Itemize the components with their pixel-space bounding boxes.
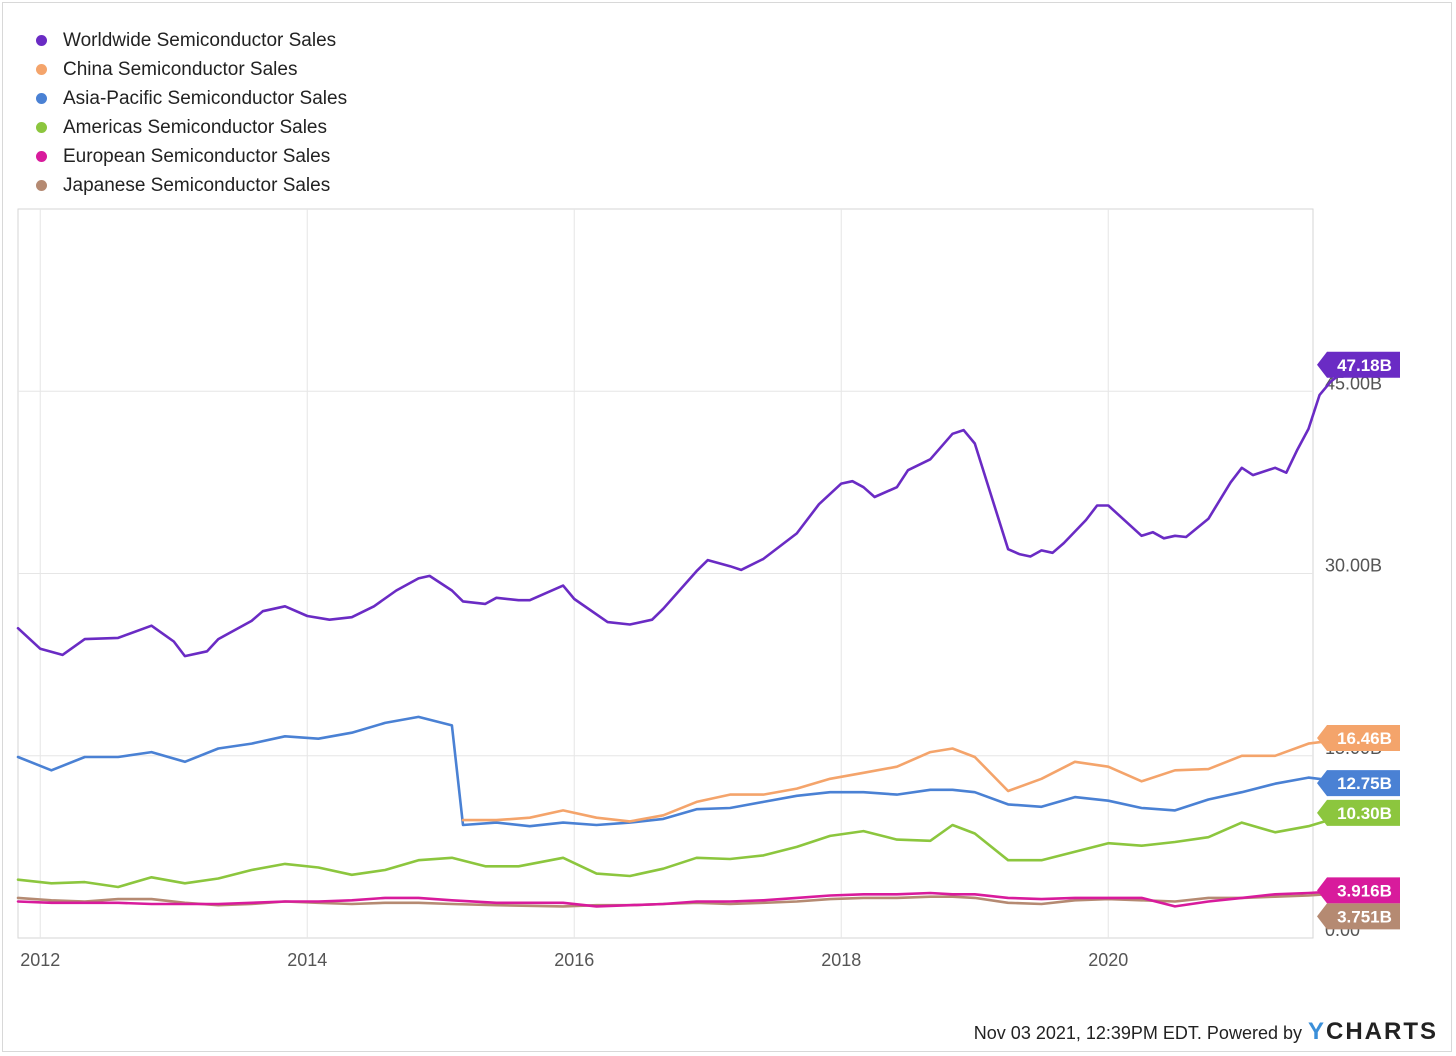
value-flag-label: 47.18B [1337, 356, 1392, 375]
legend-label: China Semiconductor Sales [63, 58, 298, 80]
legend-label: European Semiconductor Sales [63, 145, 331, 167]
legend-label: Americas Semiconductor Sales [63, 116, 327, 138]
series-line [461, 736, 1355, 823]
value-flag-label: 3.916B [1337, 881, 1392, 900]
series-line [16, 889, 1355, 908]
legend: Worldwide Semiconductor Sales China Semic… [36, 26, 347, 200]
x-tick-label: 2012 [20, 950, 60, 970]
x-tick-label: 2016 [554, 950, 594, 970]
value-flag [1317, 725, 1400, 752]
y-tick-label: 45.00B [1325, 373, 1382, 393]
x-tick-label: 2018 [821, 950, 861, 970]
legend-marker [36, 35, 47, 46]
value-flag [1317, 351, 1400, 378]
value-flag [1317, 799, 1400, 826]
legend-label: Worldwide Semiconductor Sales [63, 29, 337, 51]
series-line [16, 811, 1355, 889]
series-line [16, 363, 1355, 658]
legend-item[interactable]: European Semiconductor Sales [36, 142, 347, 171]
legend-label: Japanese Semiconductor Sales [63, 174, 331, 196]
legend-item[interactable]: China Semiconductor Sales [36, 55, 347, 84]
legend-item[interactable]: Worldwide Semiconductor Sales [36, 26, 347, 55]
value-flag [1317, 770, 1400, 797]
footer-timestamp: Nov 03 2021, 12:39PM EDT. Powered by [973, 1023, 1302, 1043]
legend-marker [36, 151, 47, 162]
ycharts-logo-text: CHARTS [1326, 1018, 1438, 1045]
legend-marker [36, 122, 47, 133]
legend-marker [36, 93, 47, 104]
legend-label: Asia-Pacific Semiconductor Sales [63, 87, 348, 109]
value-flag-label: 10.30B [1337, 804, 1392, 823]
ycharts-logo[interactable]: YCHARTS [1308, 1018, 1438, 1046]
x-tick-label: 2020 [1088, 950, 1128, 970]
series-line [16, 715, 1355, 828]
y-tick-label: 30.00B [1325, 556, 1382, 576]
value-flag [1317, 903, 1400, 930]
value-flag-label: 16.46B [1337, 729, 1392, 748]
value-flag-label: 12.75B [1337, 774, 1392, 793]
legend-item[interactable]: Americas Semiconductor Sales [36, 113, 347, 142]
legend-item[interactable]: Asia-Pacific Semiconductor Sales [36, 84, 347, 113]
x-tick-label: 2014 [287, 950, 327, 970]
ycharts-logo-y: Y [1307, 1018, 1326, 1045]
legend-marker [36, 180, 47, 191]
legend-marker [36, 64, 47, 75]
legend-item[interactable]: Japanese Semiconductor Sales [36, 171, 347, 200]
value-flag [1317, 877, 1400, 904]
footer: Nov 03 2021, 12:39PM EDT. Powered by YCH… [974, 1018, 1438, 1046]
value-flag-label: 3.751B [1337, 907, 1392, 926]
